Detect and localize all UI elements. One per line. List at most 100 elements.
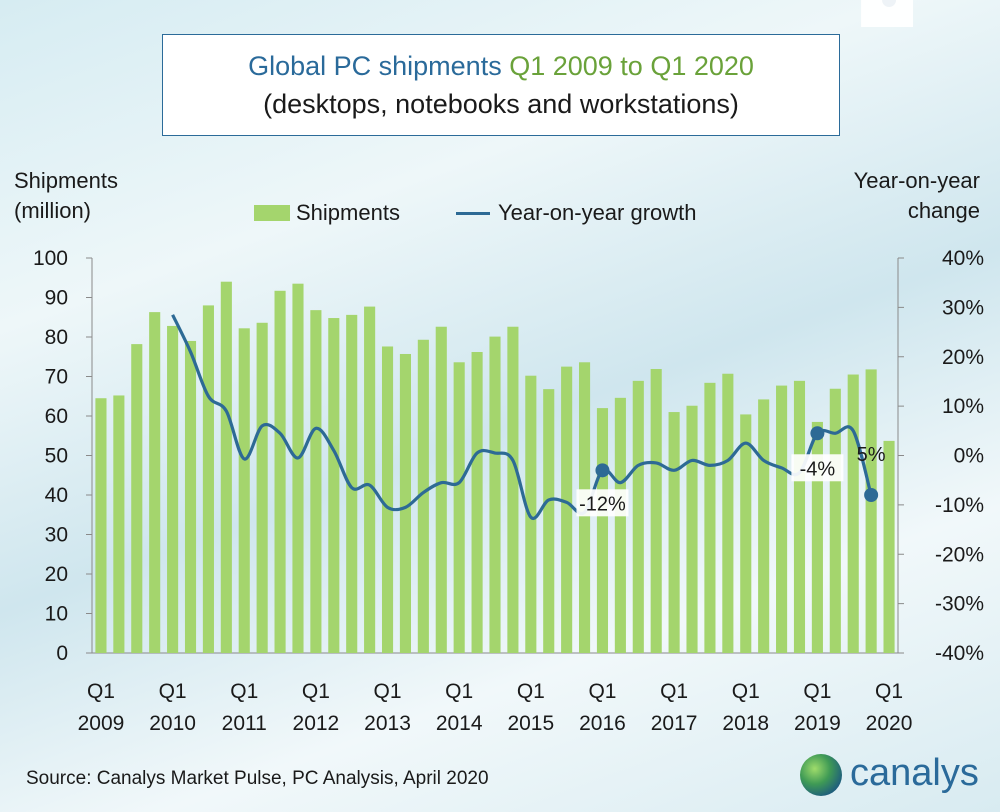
annotation-background xyxy=(791,454,844,482)
right-tick-label: 30% xyxy=(942,296,984,319)
x-tick-label: Q1 xyxy=(875,680,903,703)
shipments-bar xyxy=(435,326,447,653)
right-tick-label: 40% xyxy=(942,247,984,270)
x-tick-label: Q1 xyxy=(588,680,616,703)
shipments-bar xyxy=(364,306,376,653)
growth-marker xyxy=(864,488,879,502)
x-tick-label: 2015 xyxy=(507,712,554,735)
growth-marker xyxy=(810,426,825,441)
annotation-background xyxy=(576,489,629,517)
shipments-bar xyxy=(650,368,662,653)
shipments-bar xyxy=(256,322,268,653)
right-tick-label: 0% xyxy=(954,445,984,468)
shipments-bar xyxy=(149,312,161,653)
shipments-bar xyxy=(686,405,698,653)
shipments-bar xyxy=(883,440,895,653)
shipments-bar xyxy=(113,395,125,653)
globe-icon xyxy=(800,754,842,796)
left-axis-title: Shipments (million) xyxy=(14,166,118,226)
title-part-1: Global PC shipments xyxy=(248,51,502,81)
x-tick-label: 2019 xyxy=(794,712,841,735)
left-axis-title-line-2: (million) xyxy=(14,198,91,223)
title-part-2: Q1 2009 to Q1 2020 xyxy=(509,51,754,81)
shipments-bar xyxy=(614,397,626,653)
x-tick-label: Q1 xyxy=(87,680,115,703)
right-tick-label: -20% xyxy=(935,543,984,566)
shipments-bar xyxy=(847,374,859,653)
x-tick-label: Q1 xyxy=(517,680,545,703)
growth-marker xyxy=(595,463,610,478)
x-tick-label: 2010 xyxy=(149,712,196,735)
right-axis-title: Year-on-year change xyxy=(854,166,980,226)
right-axis-title-line-1: Year-on-year xyxy=(853,168,980,193)
shipments-bar xyxy=(543,389,555,653)
shipments-bar xyxy=(131,344,143,653)
x-tick-label: 2013 xyxy=(364,712,411,735)
legend-growth-label: Year-on-year growth xyxy=(498,200,697,225)
shipments-bar xyxy=(95,398,107,653)
shipments-bar xyxy=(292,283,304,653)
shipments-bar xyxy=(507,326,519,653)
right-tick-label: -40% xyxy=(935,642,984,665)
shipments-bar xyxy=(310,310,322,653)
x-tick-label: Q1 xyxy=(660,680,688,703)
shipments-bar xyxy=(202,305,214,653)
shipments-bar xyxy=(811,421,823,653)
shipments-bar xyxy=(238,328,250,653)
right-tick-label: -10% xyxy=(935,494,984,517)
left-tick-label: 30 xyxy=(45,524,68,547)
shipments-bar xyxy=(704,382,716,653)
x-tick-label: 2016 xyxy=(579,712,626,735)
x-tick-label: 2012 xyxy=(293,712,340,735)
shipments-bar xyxy=(471,352,483,653)
canalys-logo: canalys xyxy=(800,750,990,800)
shipments-bar xyxy=(417,339,429,653)
left-tick-label: 80 xyxy=(45,326,68,349)
shipments-bar xyxy=(274,290,286,653)
shipments-bar xyxy=(453,362,465,653)
shipments-bar xyxy=(346,314,358,653)
legend-shipments-swatch xyxy=(254,205,290,221)
shipments-bar xyxy=(740,414,752,653)
x-tick-label: Q1 xyxy=(732,680,760,703)
shipments-bar xyxy=(776,385,788,653)
right-axis-title-line-2: change xyxy=(907,198,980,223)
shipments-bar xyxy=(167,325,179,653)
shipments-bar xyxy=(632,380,644,653)
x-tick-label: 2011 xyxy=(222,712,267,735)
left-tick-label: 70 xyxy=(45,366,68,389)
shipments-bar xyxy=(865,369,877,653)
shipments-bar xyxy=(399,353,411,653)
annotation-background xyxy=(861,0,914,27)
shipments-bar xyxy=(561,366,573,653)
x-tick-label: Q1 xyxy=(159,680,187,703)
shipments-bar xyxy=(722,373,734,653)
right-tick-label: -30% xyxy=(935,593,984,616)
x-tick-label: Q1 xyxy=(374,680,402,703)
right-tick-label: 20% xyxy=(942,346,984,369)
left-tick-label: 20 xyxy=(45,563,68,586)
source-note: Source: Canalys Market Pulse, PC Analysi… xyxy=(26,768,489,789)
x-tick-label: 2017 xyxy=(651,712,698,735)
growth-annotation-label: 5% xyxy=(857,444,886,466)
chart-subtitle: (desktops, notebooks and workstations) xyxy=(263,89,739,119)
x-tick-label: 2020 xyxy=(866,712,913,735)
left-axis-title-line-1: Shipments xyxy=(14,168,118,193)
left-tick-label: 100 xyxy=(33,247,68,270)
shipments-bar xyxy=(328,318,340,653)
legend-growth-swatch xyxy=(456,212,490,215)
chart-title-box: Global PC shipments Q1 2009 to Q1 2020 (… xyxy=(162,34,840,136)
shipments-bar xyxy=(668,412,680,653)
left-tick-label: 50 xyxy=(45,445,68,468)
growth-annotation-label: -12% xyxy=(579,493,626,515)
left-tick-label: 90 xyxy=(45,287,68,310)
x-tick-label: 2018 xyxy=(722,712,769,735)
x-tick-label: Q1 xyxy=(302,680,330,703)
x-tick-label: Q1 xyxy=(445,680,473,703)
x-tick-label: 2014 xyxy=(436,712,483,735)
shipments-bar xyxy=(829,388,841,653)
left-tick-label: 0 xyxy=(56,642,68,665)
shipments-bar xyxy=(220,281,232,653)
